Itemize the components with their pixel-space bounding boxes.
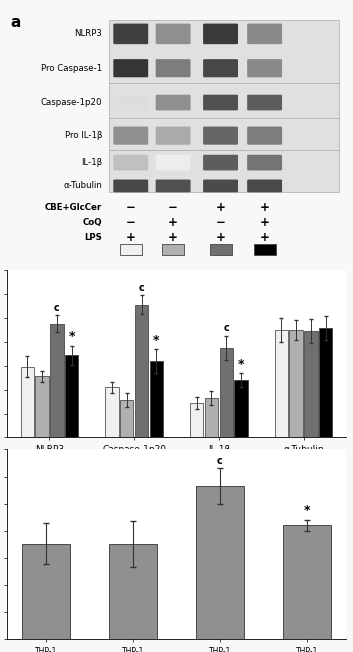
Bar (120, 400, 133, 437)
Bar (162, 244, 184, 254)
Bar (109, 544, 157, 639)
Bar (35, 376, 49, 437)
Text: −: − (168, 201, 178, 215)
Text: +: + (260, 201, 270, 215)
Text: c: c (54, 303, 60, 313)
Bar (65, 355, 78, 437)
Text: +: + (126, 231, 136, 244)
Text: Pro Caspase-1: Pro Caspase-1 (41, 64, 102, 73)
Bar (150, 361, 163, 437)
Text: c: c (223, 323, 229, 333)
Text: Caspase-1p20: Caspase-1p20 (41, 98, 102, 107)
Bar (205, 398, 218, 437)
Text: NLRP3: NLRP3 (74, 29, 102, 38)
FancyBboxPatch shape (113, 59, 148, 78)
Bar (196, 486, 244, 639)
FancyBboxPatch shape (156, 95, 191, 110)
FancyBboxPatch shape (113, 95, 148, 110)
Text: a: a (11, 16, 21, 31)
Text: c: c (217, 456, 223, 466)
FancyBboxPatch shape (247, 155, 282, 170)
Bar (190, 403, 203, 437)
Bar (283, 526, 330, 639)
Text: *: * (304, 504, 310, 517)
FancyBboxPatch shape (203, 23, 238, 44)
FancyBboxPatch shape (247, 179, 282, 192)
Text: *: * (68, 331, 75, 344)
Text: +: + (260, 231, 270, 244)
Bar (23, 544, 70, 639)
Bar (234, 380, 248, 437)
Text: −: − (126, 216, 136, 230)
Bar (135, 304, 148, 437)
Text: IL-1β: IL-1β (81, 158, 102, 167)
FancyBboxPatch shape (156, 155, 191, 170)
FancyBboxPatch shape (113, 23, 148, 44)
FancyBboxPatch shape (156, 126, 191, 145)
Text: CoQ: CoQ (83, 218, 102, 227)
FancyBboxPatch shape (113, 155, 148, 170)
Text: LPS: LPS (84, 233, 102, 242)
FancyBboxPatch shape (203, 95, 238, 110)
Bar (275, 330, 288, 437)
FancyBboxPatch shape (203, 155, 238, 170)
FancyBboxPatch shape (113, 126, 148, 145)
Text: +: + (168, 231, 178, 244)
Bar (210, 244, 232, 254)
FancyBboxPatch shape (247, 95, 282, 110)
Text: −: − (126, 201, 136, 215)
FancyBboxPatch shape (203, 126, 238, 145)
FancyBboxPatch shape (247, 23, 282, 44)
Text: c: c (139, 283, 144, 293)
Text: *: * (238, 357, 244, 370)
Text: Pro IL-1β: Pro IL-1β (65, 131, 102, 140)
Bar (253, 244, 276, 254)
FancyBboxPatch shape (247, 59, 282, 78)
FancyBboxPatch shape (156, 59, 191, 78)
FancyBboxPatch shape (203, 59, 238, 78)
Text: −: − (216, 216, 226, 230)
Bar (109, 20, 339, 192)
Bar (319, 327, 333, 437)
Bar (289, 330, 303, 437)
FancyBboxPatch shape (247, 126, 282, 145)
FancyBboxPatch shape (156, 23, 191, 44)
FancyBboxPatch shape (203, 179, 238, 192)
Text: +: + (216, 231, 226, 244)
Bar (20, 367, 34, 437)
Bar (220, 348, 233, 437)
Text: +: + (216, 201, 226, 215)
Text: +: + (260, 216, 270, 230)
Text: CBE+GlcCer: CBE+GlcCer (45, 203, 102, 213)
Bar (105, 387, 119, 437)
Text: α-Tubulin: α-Tubulin (63, 181, 102, 190)
FancyBboxPatch shape (156, 179, 191, 192)
Text: *: * (153, 334, 160, 347)
Bar (120, 244, 142, 254)
FancyBboxPatch shape (113, 179, 148, 192)
Text: +: + (168, 216, 178, 230)
Bar (50, 324, 64, 437)
Bar (304, 331, 318, 437)
